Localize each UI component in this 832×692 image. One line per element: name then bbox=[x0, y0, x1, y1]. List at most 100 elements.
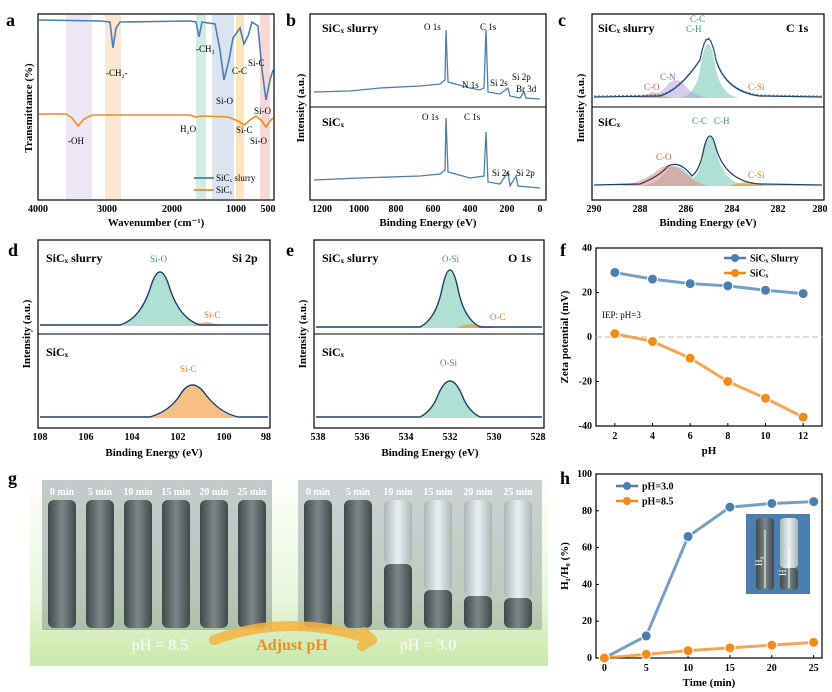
f-plot-ytick-4: -40 bbox=[579, 421, 592, 432]
g-left-ph-label: pH = 8.5 bbox=[132, 637, 189, 654]
f-plot-xtick-3: 8 bbox=[725, 431, 730, 442]
g-left-tube-group bbox=[42, 480, 272, 630]
g-right-time-2: 10 min bbox=[383, 487, 413, 498]
h-plot-ytick-0: 0 bbox=[587, 653, 592, 664]
c-label-co-2: C-O bbox=[656, 152, 672, 162]
b-xtick-2: 800 bbox=[389, 204, 404, 215]
panel-e: e SiCₓ slurry O 1s SiCₓ O-Si O-C O-Si 53… bbox=[286, 239, 546, 459]
panel-letter-f: f bbox=[560, 240, 567, 260]
c-label-ch: C-H bbox=[686, 24, 702, 34]
e-xlabel: Binding Energy (eV) bbox=[381, 447, 479, 459]
f-plot-xtick-5: 12 bbox=[798, 431, 808, 442]
h-plot-xtick-3: 15 bbox=[725, 663, 735, 674]
h-inset-h1: H₁ bbox=[778, 566, 788, 576]
h-plot-area: 0 5 10 15 20 25 0 20 40 60 80 100 pH=3.0 pH=8.5 bbox=[577, 469, 820, 674]
d-bottom-label: SiCₓ bbox=[46, 345, 69, 359]
h-plot-point-0-2 bbox=[682, 531, 694, 543]
annot-sio-2: Si-O bbox=[250, 136, 268, 146]
c-xtick-4: 282 bbox=[771, 204, 786, 215]
h-plot-point-0-3 bbox=[724, 501, 736, 513]
d-xtick-5: 98 bbox=[261, 432, 271, 443]
b-peak-si2s: Si 2s bbox=[490, 78, 508, 88]
c-xlabel: Binding Energy (eV) bbox=[659, 217, 757, 229]
c-label-ch-2: C-H bbox=[714, 116, 730, 126]
h-plot-legend-label-1: pH=8.5 bbox=[642, 497, 674, 508]
h-plot-xtick-1: 5 bbox=[644, 663, 649, 674]
h-plot-point-1-3 bbox=[724, 642, 736, 654]
h-ylabel: H₁/H₀ (%) bbox=[559, 542, 571, 590]
g-arrow-label: Adjust pH bbox=[256, 637, 328, 654]
panel-letter-e: e bbox=[286, 240, 294, 260]
b-xtick-0: 1200 bbox=[312, 204, 332, 215]
d-corner: Si 2p bbox=[232, 251, 258, 265]
c-top-label: SiCₓ slurry bbox=[598, 21, 654, 35]
annot-sio-3: Si-O bbox=[254, 106, 272, 116]
h-plot-xtick-2: 10 bbox=[683, 663, 693, 674]
c-label-co: C-O bbox=[644, 82, 660, 92]
panel-b: b SiCₓ slurry SiCₓ O 1s C 1s N 1s Si 2s … bbox=[286, 10, 547, 229]
h-plot-point-1-2 bbox=[682, 645, 694, 657]
e-xtick-5: 528 bbox=[531, 432, 546, 443]
g-right-time-1: 5 min bbox=[346, 487, 371, 498]
h-plot-point-0-4 bbox=[766, 497, 778, 509]
b-peak-br3d: Br 3d bbox=[516, 84, 537, 94]
g-right-time-3: 15 min bbox=[423, 487, 453, 498]
f-plot-legend-marker-0 bbox=[731, 254, 739, 262]
f-plot-point-1-2 bbox=[684, 352, 696, 364]
d-ylabel: Intensity (a.u.) bbox=[21, 299, 33, 368]
annot-cc: C-C bbox=[232, 66, 247, 76]
c-ylabel: Intensity (a.u.) bbox=[575, 73, 587, 142]
c-label-cc-2: C-C bbox=[692, 116, 707, 126]
h-plot-legend-label-0: pH=3.0 bbox=[642, 482, 674, 493]
c-label-cn: C-N bbox=[660, 72, 676, 82]
panel-letter-b: b bbox=[286, 10, 296, 30]
panel-letter-d: d bbox=[8, 240, 18, 260]
d-xtick-1: 106 bbox=[79, 432, 94, 443]
f-xlabel: pH bbox=[702, 445, 717, 457]
h-inset-h0: H₀ bbox=[754, 556, 764, 566]
b-peak-o1s: O 1s bbox=[424, 22, 441, 32]
legend-a-sic: SiCₓ bbox=[216, 185, 233, 195]
h-plot-point-1-1 bbox=[640, 648, 652, 660]
c-xtick-3: 284 bbox=[725, 204, 740, 215]
h-plot-point-0-5 bbox=[808, 496, 820, 508]
h-inset-photo: H₀ H₁ bbox=[746, 514, 810, 594]
h-plot-ytick-4: 80 bbox=[582, 506, 592, 517]
a-ylabel: Transmittance (%) bbox=[23, 63, 35, 153]
e-corner: O 1s bbox=[508, 251, 531, 265]
panel-h: h Time (min) H₁/H₀ (%) H₀ H₁ 0 5 10 15 20 250… bbox=[559, 468, 823, 689]
b-peak-si2s-2: Si 2s bbox=[492, 168, 510, 178]
d-xtick-3: 102 bbox=[171, 432, 186, 443]
a-xtick-4: 500 bbox=[261, 204, 276, 215]
g-left-time-4: 20 min bbox=[199, 487, 229, 498]
g-left-time-1: 5 min bbox=[88, 487, 113, 498]
f-plot-point-1-5 bbox=[797, 411, 809, 423]
f-plot-xtick-1: 4 bbox=[650, 431, 655, 442]
b-ylabel: Intensity (a.u.) bbox=[295, 73, 307, 142]
panel-letter-c: c bbox=[558, 10, 566, 30]
panel-letter-a: a bbox=[6, 10, 15, 30]
b-xtick-3: 600 bbox=[426, 204, 441, 215]
f-plot-point-1-0 bbox=[609, 328, 621, 340]
panel-g: g bbox=[8, 468, 548, 666]
e-xtick-0: 538 bbox=[311, 432, 326, 443]
c-label-cc: C-C bbox=[690, 14, 705, 24]
b-peak-si2p-2: Si 2p bbox=[516, 168, 535, 178]
a-xtick-1: 3000 bbox=[97, 204, 117, 215]
c-xtick-0: 290 bbox=[587, 204, 602, 215]
d-label-sic: Si-C bbox=[204, 310, 221, 320]
f-plot-series-line-0 bbox=[614, 270, 804, 296]
f-plot-legend-marker-1 bbox=[731, 269, 739, 277]
g-right-ph-label: pH = 3.0 bbox=[400, 637, 457, 654]
annot-sio-1: Si-O bbox=[216, 96, 234, 106]
e-top-label: SiCₓ slurry bbox=[322, 251, 378, 265]
f-plot-legend-label-1: SiCₓ bbox=[750, 269, 769, 280]
b-xtick-6: 0 bbox=[538, 204, 543, 215]
g-left-time-2: 10 min bbox=[123, 487, 153, 498]
f-plot-point-0-3 bbox=[722, 280, 734, 292]
panel-f: f pH Zeta potential (mV) IEP: pH=3 2 4 6 8 1… bbox=[559, 240, 823, 457]
a-xlabel: Wavenumber (cm⁻¹) bbox=[108, 217, 205, 229]
g-right-time-4: 20 min bbox=[463, 487, 493, 498]
panel-a: a -CH₃ -CH₂- C-C Si-C Si-O -OH H₂O Si-C … bbox=[6, 10, 276, 229]
